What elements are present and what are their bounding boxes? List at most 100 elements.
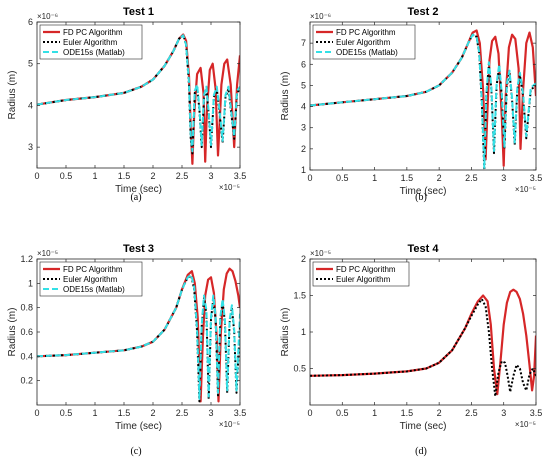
legend-label: ODE15s (Matlab) (63, 285, 125, 294)
x-tick-label: 3 (501, 408, 506, 418)
legend-label: Euler Algorithm (63, 275, 118, 284)
x-tick-label: 0 (307, 408, 312, 418)
y-axis-label: Radius (m) (280, 72, 291, 121)
x-tick-label: 3 (208, 171, 213, 181)
x-tick-label: 3.5 (234, 408, 247, 418)
x-tick-label: 3 (208, 408, 213, 418)
x-tick-label: 2 (437, 173, 442, 183)
x-tick-label: 0.5 (60, 171, 73, 181)
panel-caption: (a) (130, 192, 141, 203)
legend-label: FD PC Algorithm (63, 265, 123, 274)
chart-title: Test 2 (408, 6, 439, 18)
x-tick-label: 3.5 (530, 408, 543, 418)
y-tick-label: 6 (301, 59, 306, 69)
x-tick-label: 0 (34, 408, 39, 418)
x-tick-label: 0 (34, 171, 39, 181)
chart-title: Test 3 (123, 243, 154, 255)
x-exponent-label: ×10⁻⁵ (515, 185, 536, 194)
plot-frame (36, 21, 241, 169)
panel-caption: (c) (130, 446, 141, 457)
x-tick-label: 1.5 (118, 171, 131, 181)
series-line-1 (310, 29, 536, 167)
legend-label: FD PC Algorithm (336, 28, 396, 37)
x-tick-label: 3 (501, 173, 506, 183)
x-tick-label: 1 (92, 408, 97, 418)
x-tick-label: 2 (150, 171, 155, 181)
panel-caption: (b) (415, 192, 427, 203)
x-tick-label: 3.5 (234, 171, 247, 181)
x-tick-label: 0.5 (336, 408, 349, 418)
y-tick-label: 1 (301, 327, 306, 337)
plot-frame (309, 21, 537, 171)
y-tick-label: 5 (28, 59, 33, 69)
y-tick-label: 0.4 (20, 351, 33, 361)
y-tick-label: 4 (28, 100, 33, 110)
chart-panel-1: 0 0.5 1 1.5 2 2.5 3 3.5 3 4 5 6 Test 1 ×10⁻⁶ ×10⁻⁵ Time… (7, 6, 246, 203)
y-exponent-label: ×10⁻⁵ (37, 249, 58, 258)
series-line-2 (310, 298, 536, 398)
y-tick-label: 0.6 (20, 327, 33, 337)
x-tick-label: 1.5 (401, 408, 414, 418)
x-axis-label: Time (sec) (400, 421, 447, 432)
chart-panel-3: 0 0.5 1 1.5 2 2.5 3 3.5 0.2 0.4 0.6 0.8 1 1.2 Test 3 ×1… (7, 243, 246, 457)
y-axis-label: Radius (m) (280, 308, 291, 357)
x-tick-label: 2 (437, 408, 442, 418)
x-exponent-label: ×10⁻⁵ (219, 420, 240, 429)
series-line-3 (310, 33, 536, 169)
x-tick-label: 2.5 (176, 408, 189, 418)
chart-panel-2: 0 0.5 1 1.5 2 2.5 3 3.5 1 2 3 4 5 6 7 Test 2 ×10⁻⁶ ×10⁻⁵ T… (280, 6, 542, 203)
y-tick-label: 1.5 (293, 291, 306, 301)
x-tick-label: 3.5 (530, 173, 543, 183)
legend-label: ODE15s (Matlab) (336, 48, 398, 57)
legend-label: FD PC Algorithm (63, 28, 123, 37)
x-tick-label: 0 (307, 173, 312, 183)
y-tick-label: 1 (301, 165, 306, 175)
y-exponent-label: ×10⁻⁶ (310, 12, 331, 21)
x-exponent-label: ×10⁻⁵ (515, 420, 536, 429)
x-tick-label: 2.5 (176, 171, 189, 181)
legend-label: Euler Algorithm (63, 38, 118, 47)
chart-panel-4: 0 0.5 1 1.5 2 2.5 3 3.5 0.5 1 1.5 2 Test 4 ×10⁻⁵ ×10⁻⁵… (280, 243, 542, 457)
series-line-3 (37, 34, 240, 153)
y-tick-label: 6 (28, 17, 33, 27)
x-tick-label: 1.5 (118, 408, 131, 418)
x-tick-label: 1 (92, 171, 97, 181)
x-tick-label: 1 (372, 408, 377, 418)
legend-label: FD PC Algorithm (336, 265, 396, 274)
x-tick-label: 1.5 (401, 173, 414, 183)
y-axis-label: Radius (m) (7, 308, 18, 357)
y-tick-label: 7 (301, 38, 306, 48)
x-tick-label: 2.5 (465, 173, 478, 183)
legend-label: ODE15s (Matlab) (63, 48, 125, 57)
legend-box (312, 261, 410, 287)
series-line-1 (310, 288, 536, 396)
legend-label: Euler Algorithm (336, 38, 391, 47)
series-line-3 (37, 273, 240, 400)
y-tick-label: 0.2 (20, 376, 33, 386)
y-tick-label: 5 (301, 80, 306, 90)
x-tick-label: 2.5 (465, 408, 478, 418)
panel-caption: (d) (415, 446, 427, 457)
y-tick-label: 3 (301, 123, 306, 133)
y-tick-label: 1.2 (20, 254, 33, 264)
x-tick-label: 2 (150, 408, 155, 418)
chart-title: Test 4 (408, 243, 440, 255)
y-tick-label: 2 (301, 254, 306, 264)
y-tick-label: 2 (301, 144, 306, 154)
y-tick-label: 1 (28, 278, 33, 288)
x-axis-label: Time (sec) (400, 186, 447, 197)
y-exponent-label: ×10⁻⁶ (37, 12, 58, 21)
x-exponent-label: ×10⁻⁵ (219, 183, 240, 192)
legend-label: Euler Algorithm (336, 275, 391, 284)
y-axis-label: Radius (m) (7, 71, 18, 120)
y-tick-label: 3 (28, 142, 33, 152)
x-tick-label: 0.5 (60, 408, 73, 418)
y-tick-label: 4 (301, 102, 306, 112)
x-axis-label: Time (sec) (115, 184, 162, 195)
y-tick-label: 0.8 (20, 303, 33, 313)
